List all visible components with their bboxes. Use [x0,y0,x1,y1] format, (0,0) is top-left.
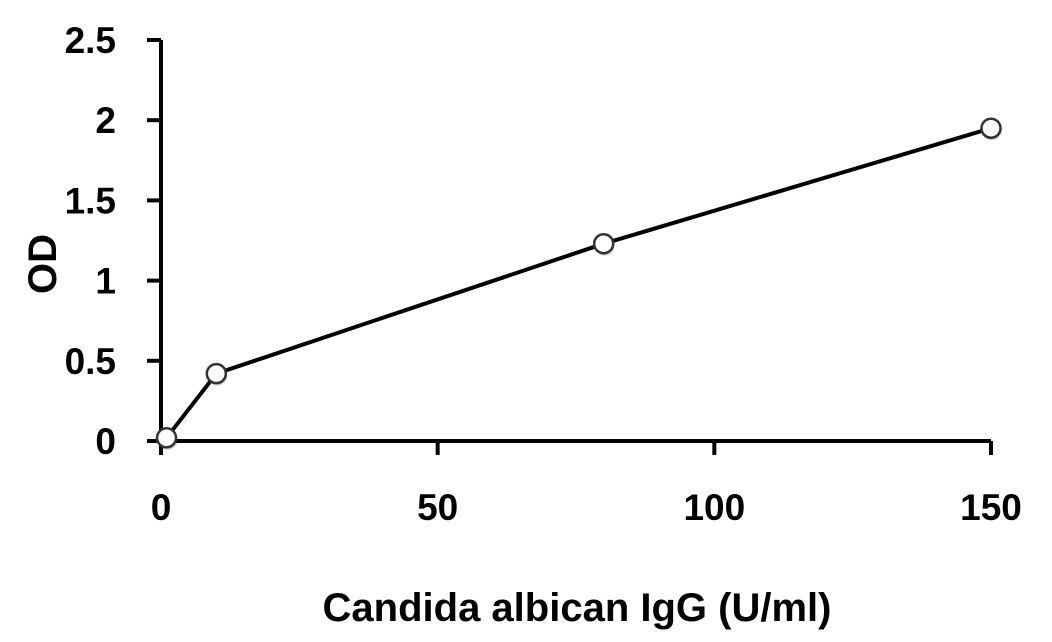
x-tick-label: 100 [683,487,745,528]
y-tick-label: 0.5 [65,341,116,382]
x-tick-label: 150 [960,487,1022,528]
data-point-marker [592,232,615,255]
data-point-marker [205,362,228,385]
y-axis-title: OD [21,234,65,294]
data-point-marker [155,427,178,449]
series-line [164,126,992,440]
x-axis: 0 50 100 150 [147,439,1022,528]
data-series [155,117,1002,450]
x-axis-title: Candida albican IgG (U/ml) [323,586,832,630]
y-tick-label: 1 [95,261,116,302]
data-point-marker [980,117,1002,139]
y-tick-label: 2 [95,100,116,141]
y-tick-label: 2.5 [65,20,116,61]
y-tick-label: 0 [95,421,116,462]
x-tick-label: 50 [417,487,458,528]
y-axis: 0 0.5 1 1.5 2 2.5 [65,20,163,462]
y-tick-label: 1.5 [65,180,116,221]
x-tick-label: 0 [151,487,172,528]
